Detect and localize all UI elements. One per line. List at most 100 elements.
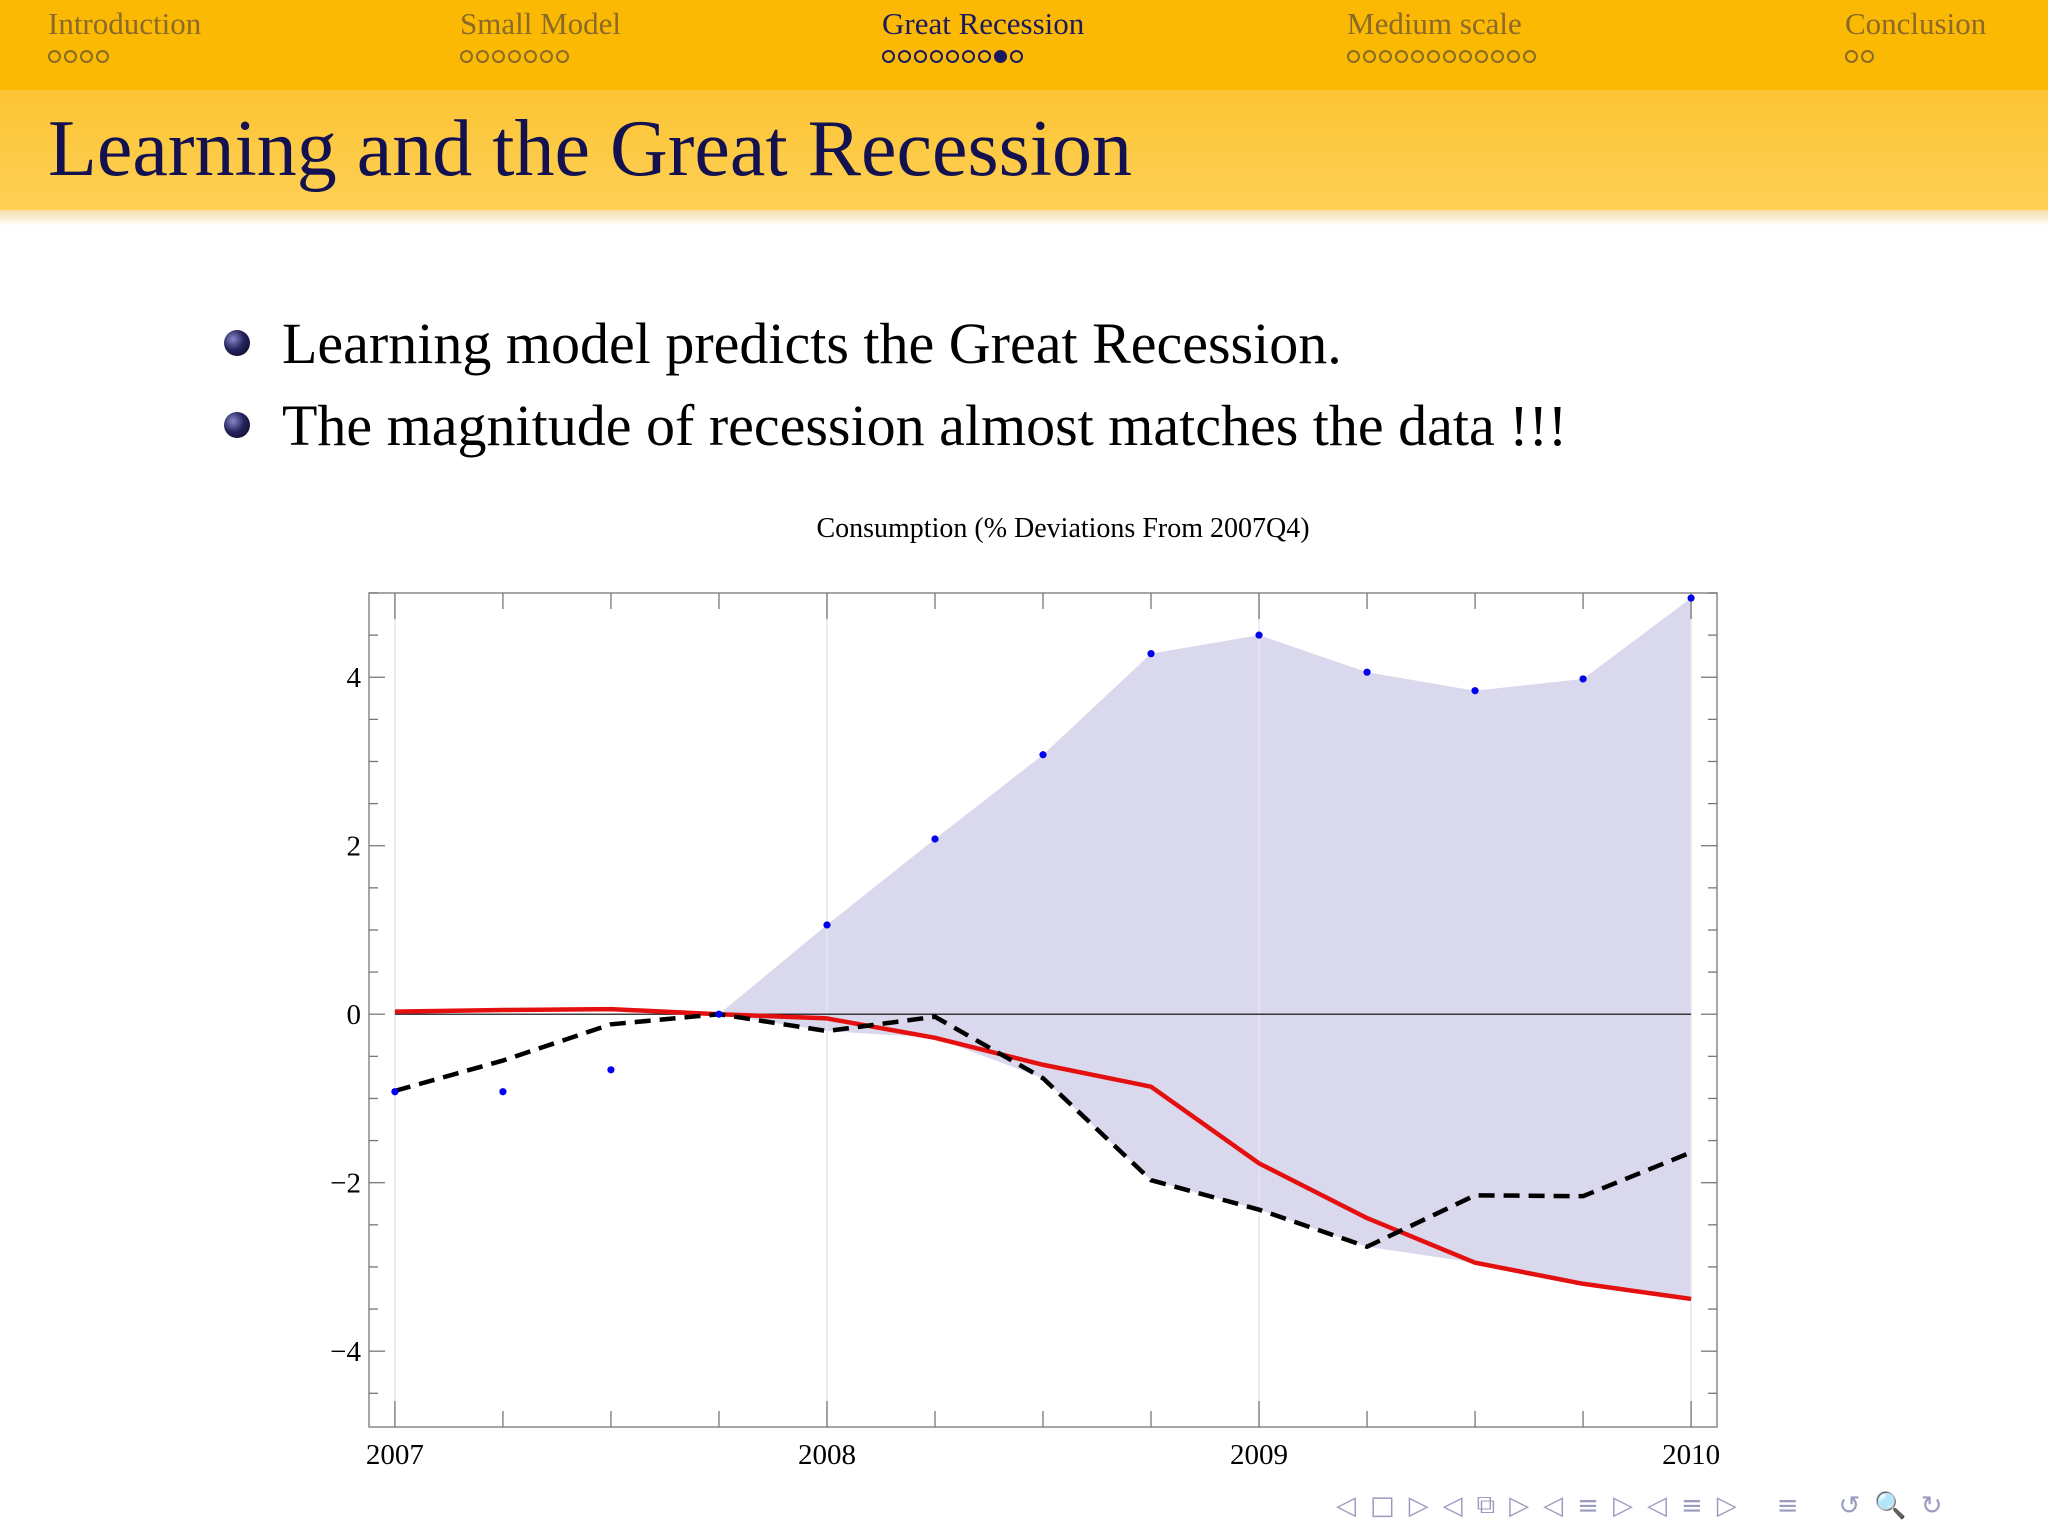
nav-slide-dot[interactable] [882,50,895,63]
nav-slide-dot[interactable] [1523,50,1536,63]
nav-slide-dot[interactable] [1347,50,1360,63]
slide-nav-control[interactable]: ≡ [1776,1490,1799,1521]
band-point [931,835,939,843]
nav-section-label[interactable]: Small Model [460,6,622,41]
band-point [715,1010,723,1018]
slide-nav-control[interactable]: □ [1370,1490,1395,1521]
nav-slide-dot[interactable] [1459,50,1472,63]
slide-nav-control[interactable]: ◁ [1646,1490,1667,1521]
slide-nav-control[interactable]: ◁ [1336,1490,1356,1521]
nav-slide-dots [1845,50,1986,63]
nav-slide-dots [1347,50,1539,63]
y-tick-label: −4 [330,1336,361,1368]
model-series-line [394,1006,1692,1302]
slide-nav-control[interactable]: ▷ [1509,1490,1530,1521]
nav-slide-dot[interactable] [1861,50,1874,63]
nav-slide-dot[interactable] [1379,50,1392,63]
band-point [1039,751,1047,759]
band-point [607,1066,615,1074]
slide-nav-control[interactable]: ▷ [1408,1490,1429,1521]
nav-section-conclusion[interactable]: Conclusion [1845,4,1986,63]
y-tick-label: 4 [347,662,362,694]
x-tick-label: 2008 [798,1439,856,1471]
band-point [1255,631,1263,639]
consumption-chart: Consumption (% Deviations From 2007Q4)20… [330,513,1720,1471]
nav-slide-dot[interactable] [508,50,521,63]
nav-slide-dot[interactable] [96,50,109,63]
nav-slide-dot[interactable] [978,50,991,63]
y-tick-label: 0 [347,999,362,1031]
frame-title-bar: Learning and the Great Recession [0,90,2048,226]
nav-section-label[interactable]: Great Recession [882,6,1085,41]
nav-slide-dots [460,50,621,63]
nav-slide-dot[interactable] [1507,50,1520,63]
nav-slide-dot[interactable] [1845,50,1858,63]
nav-slide-dot[interactable] [1475,50,1488,63]
band-point [391,1088,399,1096]
chart-title: Consumption (% Deviations From 2007Q4) [816,513,1309,544]
nav-section-label[interactable]: Medium scale [1347,6,1522,41]
y-tick-label: −2 [330,1168,361,1200]
nav-slide-dot[interactable] [930,50,943,63]
nav-slide-dot[interactable] [1010,50,1023,63]
bullet-text: Learning model predicts the Great Recess… [282,310,1342,376]
nav-section-medium-scale[interactable]: Medium scale [1347,4,1539,63]
nav-slide-dot[interactable] [64,50,77,63]
data-series-line [394,1011,1692,1249]
nav-slide-dot[interactable] [898,50,911,63]
band-point [1579,675,1587,683]
x-tick-label: 2009 [1230,1439,1288,1471]
band-point [1147,650,1155,658]
slide-nav-control[interactable]: ↻ [1920,1490,1943,1521]
band-point [1687,594,1695,602]
slide-nav-control[interactable]: ≡ [1680,1490,1703,1521]
slide-nav-control[interactable]: ▷ [1612,1490,1633,1521]
nav-slide-dot[interactable] [1443,50,1456,63]
slide-nav-control[interactable]: ⧉ [1476,1490,1496,1520]
slide-nav-control[interactable]: ▷ [1716,1490,1737,1521]
bullet-text: The magnitude of recession almost matche… [282,392,1568,458]
band-point [1471,687,1479,695]
nav-slide-dot[interactable] [48,50,61,63]
nav-slide-dot[interactable] [994,50,1007,63]
nav-slide-dot[interactable] [946,50,959,63]
nav-slide-dots [48,50,201,63]
nav-slide-dot[interactable] [80,50,93,63]
nav-slide-dot[interactable] [524,50,537,63]
nav-slide-dot[interactable] [492,50,505,63]
bullet-item: The magnitude of recession almost matche… [224,384,1567,466]
slide-navigation-controls: ◁ □ ▷ ◁ ⧉ ▷ ◁ ≡ ▷ ◁ ≡ ▷ ≡ ↺ 🔍 ↻ [1336,1490,1957,1521]
nav-slide-dot[interactable] [1363,50,1376,63]
nav-section-small-model[interactable]: Small Model [460,4,621,63]
nav-slide-dots [882,50,1084,63]
bullet-ball-icon [224,412,250,438]
slide-nav-control[interactable]: ◁ [1543,1490,1564,1521]
nav-slide-dot[interactable] [1395,50,1408,63]
confidence-band [394,598,1692,1299]
slide-nav-control[interactable]: 🔍 [1874,1490,1907,1521]
section-navigation: Introduction Small Model Great Recession Me… [0,0,2048,90]
nav-slide-dot[interactable] [556,50,569,63]
band-point [1363,668,1371,676]
slide-nav-control[interactable]: ↺ [1838,1490,1861,1521]
nav-slide-dot[interactable] [914,50,927,63]
nav-slide-dot[interactable] [1427,50,1440,63]
nav-section-label[interactable]: Introduction [48,6,202,41]
nav-slide-dot[interactable] [1491,50,1504,63]
nav-slide-dot[interactable] [540,50,553,63]
y-tick-label: 2 [347,831,362,863]
x-tick-label: 2010 [1662,1439,1720,1471]
x-tick-label: 2007 [366,1439,424,1471]
nav-slide-dot[interactable] [962,50,975,63]
slide-nav-control[interactable]: ≡ [1577,1490,1599,1521]
nav-slide-dot[interactable] [476,50,489,63]
nav-section-label[interactable]: Conclusion [1845,6,1987,41]
frame-title: Learning and the Great Recession [48,105,1133,193]
nav-section-introduction[interactable]: Introduction [48,4,201,63]
nav-slide-dot[interactable] [460,50,473,63]
band-point [499,1088,507,1096]
slide-nav-control[interactable]: ◁ [1442,1490,1463,1521]
nav-slide-dot[interactable] [1411,50,1424,63]
bullet-ball-icon [224,330,250,356]
nav-section-great-recession[interactable]: Great Recession [882,4,1084,63]
